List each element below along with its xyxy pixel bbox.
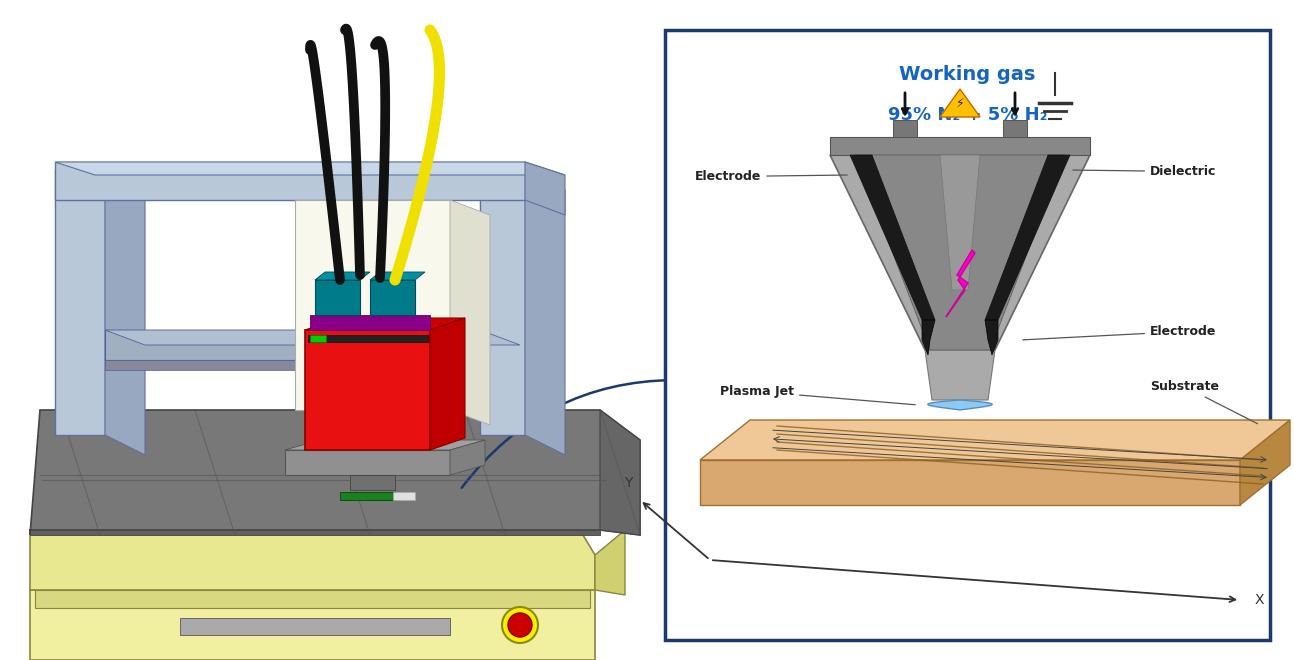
- Polygon shape: [850, 155, 936, 320]
- Polygon shape: [340, 492, 395, 500]
- Polygon shape: [105, 360, 480, 370]
- Polygon shape: [105, 170, 145, 455]
- Polygon shape: [480, 170, 525, 435]
- Polygon shape: [480, 170, 565, 190]
- Polygon shape: [56, 170, 105, 435]
- Polygon shape: [1240, 420, 1290, 505]
- Polygon shape: [30, 530, 595, 590]
- Polygon shape: [314, 272, 370, 280]
- Polygon shape: [285, 450, 450, 475]
- Polygon shape: [525, 170, 565, 455]
- Polygon shape: [600, 410, 641, 535]
- Polygon shape: [308, 335, 428, 342]
- Text: Electrode: Electrode: [1022, 325, 1216, 340]
- Polygon shape: [430, 318, 465, 450]
- Polygon shape: [450, 200, 490, 425]
- Polygon shape: [829, 137, 1090, 155]
- Polygon shape: [180, 618, 450, 635]
- Polygon shape: [311, 335, 326, 342]
- Polygon shape: [893, 120, 917, 137]
- Polygon shape: [295, 200, 450, 410]
- Polygon shape: [314, 280, 360, 315]
- Polygon shape: [928, 400, 992, 410]
- Polygon shape: [56, 170, 145, 190]
- Polygon shape: [370, 280, 415, 315]
- Polygon shape: [56, 162, 525, 200]
- Text: Plasma Jet: Plasma Jet: [719, 385, 915, 405]
- Polygon shape: [1003, 120, 1027, 137]
- Polygon shape: [393, 492, 415, 500]
- Polygon shape: [925, 350, 995, 400]
- Polygon shape: [285, 440, 485, 450]
- Polygon shape: [305, 330, 430, 450]
- Polygon shape: [370, 272, 424, 280]
- Text: X: X: [1255, 593, 1264, 607]
- Polygon shape: [700, 460, 1240, 505]
- Polygon shape: [595, 530, 625, 595]
- Polygon shape: [30, 410, 641, 535]
- Polygon shape: [305, 318, 465, 330]
- Polygon shape: [939, 155, 980, 290]
- Polygon shape: [349, 475, 395, 490]
- Polygon shape: [985, 155, 1070, 320]
- Polygon shape: [450, 440, 485, 475]
- Polygon shape: [105, 330, 520, 345]
- Polygon shape: [30, 590, 595, 660]
- Polygon shape: [30, 530, 600, 535]
- Text: Y: Y: [624, 476, 631, 490]
- Polygon shape: [985, 320, 998, 355]
- Polygon shape: [525, 162, 565, 215]
- Polygon shape: [855, 155, 1065, 350]
- Polygon shape: [923, 320, 936, 355]
- Polygon shape: [311, 315, 430, 330]
- Polygon shape: [829, 155, 1090, 350]
- Text: 95% N₂ + 5% H₂: 95% N₂ + 5% H₂: [888, 106, 1047, 124]
- Polygon shape: [105, 330, 480, 360]
- Text: Working gas: Working gas: [899, 65, 1035, 84]
- Text: ⚡: ⚡: [956, 96, 964, 110]
- Text: Electrode: Electrode: [695, 170, 848, 183]
- Text: Substrate: Substrate: [1150, 380, 1258, 424]
- Circle shape: [509, 613, 532, 637]
- Polygon shape: [35, 590, 590, 608]
- Polygon shape: [946, 250, 974, 317]
- Bar: [665, 30, 1269, 640]
- Polygon shape: [56, 162, 565, 175]
- Circle shape: [502, 607, 538, 643]
- Text: Dielectric: Dielectric: [1073, 165, 1216, 178]
- Polygon shape: [939, 89, 980, 117]
- Polygon shape: [700, 420, 1290, 460]
